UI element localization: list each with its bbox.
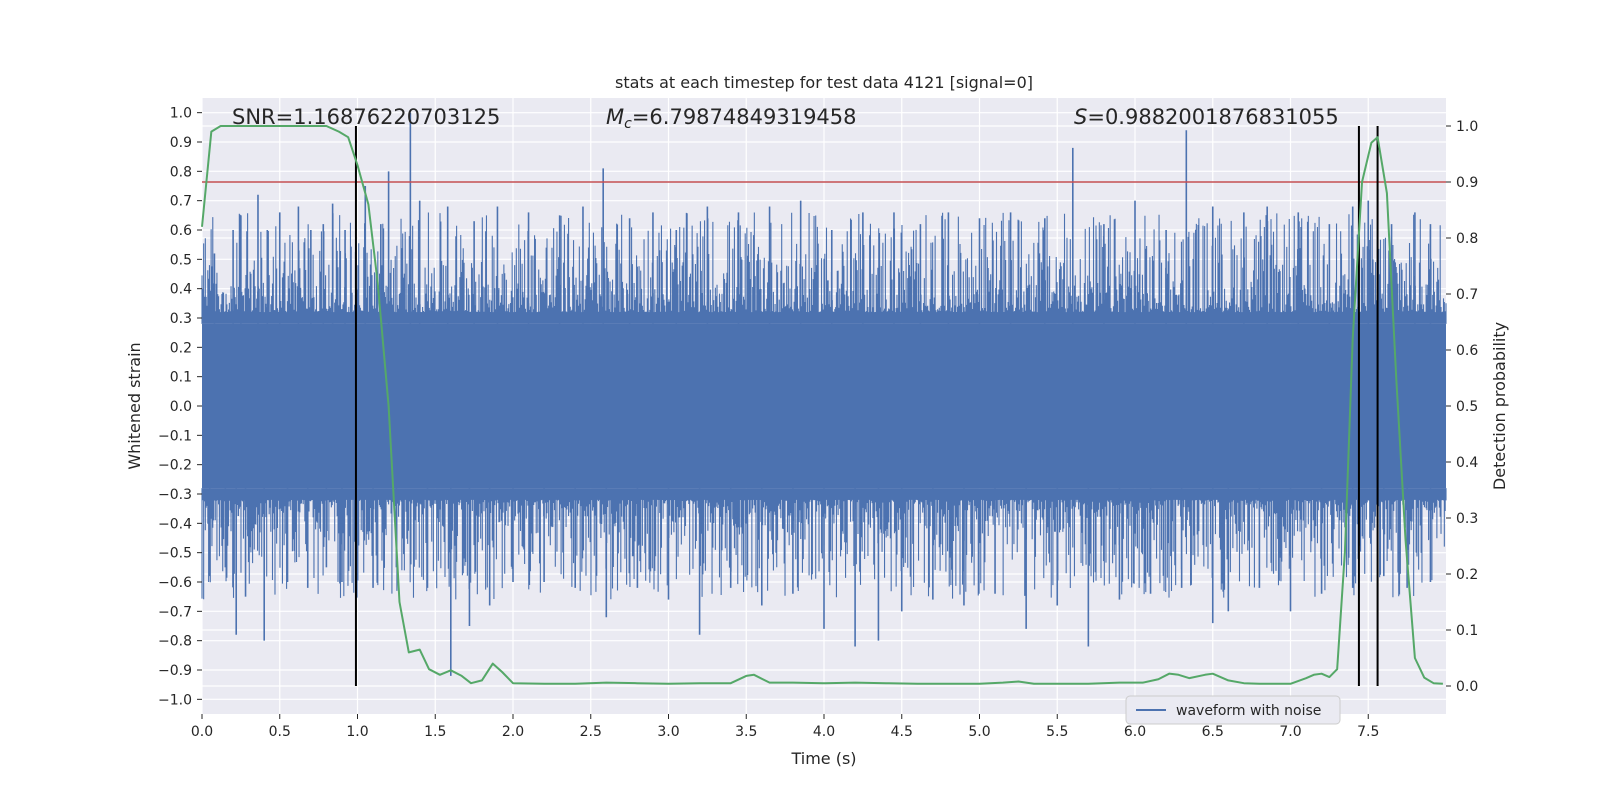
y-tick-label-left: 0.1: [170, 370, 192, 386]
y-tick-label-right: 0.2: [1456, 567, 1478, 583]
score-annotation: S=0.9882001876831055: [1074, 105, 1339, 129]
snr-annotation: SNR=1.16876220703125: [232, 105, 500, 129]
y-tick-label-left: −0.6: [158, 575, 192, 591]
y-tick-label-right: 0.3: [1456, 511, 1478, 527]
y-tick-label-left: −0.1: [158, 428, 192, 444]
waveform-noise-upper: [201, 212, 1447, 324]
ticks: 0.0 0.5 1.0 1.5 2.0 2.5 3.0 3.5 4.0 4.5 5.0 5.5 6.0 6…: [158, 106, 1478, 740]
score-symbol: S: [1074, 105, 1087, 129]
y-tick-label-right: 0.4: [1456, 455, 1478, 471]
x-tick-label: 1.5: [424, 724, 446, 740]
legend: waveform with noise: [1125, 695, 1341, 725]
y-tick-label-left: 0.3: [170, 311, 192, 327]
y-tick-label-right: 1.0: [1456, 119, 1478, 135]
y-tick-label-right: 0.6: [1456, 343, 1478, 359]
y-tick-label-left: −0.4: [158, 516, 192, 532]
chirp-mass-annotation: Mc=6.79874849319458: [606, 105, 857, 132]
detection-probability-line: [201, 125, 1443, 685]
y-tick-label-left: −1.0: [158, 692, 192, 708]
detection-probability-series: [201, 125, 1443, 685]
x-tick-label: 1.0: [346, 724, 368, 740]
y-tick-label-left: −0.7: [158, 604, 192, 620]
x-tick-label: 6.0: [1124, 724, 1146, 740]
y-tick-label-right: 0.8: [1456, 231, 1478, 247]
y-tick-label-right: 0.7: [1456, 287, 1478, 303]
y-axis-label-left: Whitened strain: [125, 342, 144, 469]
x-tick-label: 2.0: [502, 724, 524, 740]
x-tick-label: 4.5: [891, 724, 913, 740]
legend-box: [1125, 695, 1341, 725]
y-tick-label-left: 0.6: [170, 223, 192, 239]
y-tick-label-left: −0.8: [158, 634, 192, 650]
chart-title: stats at each timestep for test data 412…: [615, 73, 1033, 92]
y-tick-label-left: 0.0: [170, 399, 192, 415]
x-tick-label: 0.5: [269, 724, 291, 740]
x-tick-label: 3.5: [735, 724, 757, 740]
waveform-noise-lower: [201, 488, 1447, 600]
y-tick-label-left: −0.5: [158, 546, 192, 562]
y-tick-label-left: 1.0: [170, 106, 192, 122]
y-tick-label-right: 0.0: [1456, 679, 1478, 695]
x-tick-label: 7.5: [1357, 724, 1379, 740]
y-axis-label-right: Detection probability: [1490, 322, 1509, 490]
waveform-series: [201, 112, 1447, 676]
y-tick-label-left: −0.3: [158, 487, 192, 503]
chirp-mass-symbol: M: [606, 105, 624, 129]
x-tick-label: 6.5: [1202, 724, 1224, 740]
legend-label-waveform: waveform with noise: [1176, 703, 1321, 719]
y-tick-label-right: 0.9: [1456, 175, 1478, 191]
x-tick-label: 5.5: [1046, 724, 1068, 740]
y-tick-label-left: 0.5: [170, 252, 192, 268]
x-axis-label: Time (s): [790, 749, 856, 768]
y-tick-label-right: 0.1: [1456, 623, 1478, 639]
x-tick-label: 5.0: [968, 724, 990, 740]
x-tick-label: 2.5: [580, 724, 602, 740]
x-tick-label: 3.0: [657, 724, 679, 740]
y-tick-label-left: 0.8: [170, 164, 192, 180]
y-tick-label-left: −0.2: [158, 458, 192, 474]
x-tick-label: 7.0: [1279, 724, 1301, 740]
waveform-noise-band: [202, 323, 1446, 489]
x-tick-label: 0.0: [191, 724, 213, 740]
y-tick-label-left: 0.2: [170, 340, 192, 356]
y-tick-label-left: 0.9: [170, 135, 192, 151]
y-tick-label-left: 0.7: [170, 194, 192, 210]
y-tick-label-left: −0.9: [158, 663, 192, 679]
chirp-mass-subscript: c: [624, 116, 632, 132]
chirp-mass-value: =6.79874849319458: [632, 105, 857, 129]
y-tick-label-right: 0.5: [1456, 399, 1478, 415]
y-tick-label-left: 0.4: [170, 282, 192, 298]
score-value: =0.9882001876831055: [1087, 105, 1338, 129]
x-tick-label: 4.0: [813, 724, 835, 740]
